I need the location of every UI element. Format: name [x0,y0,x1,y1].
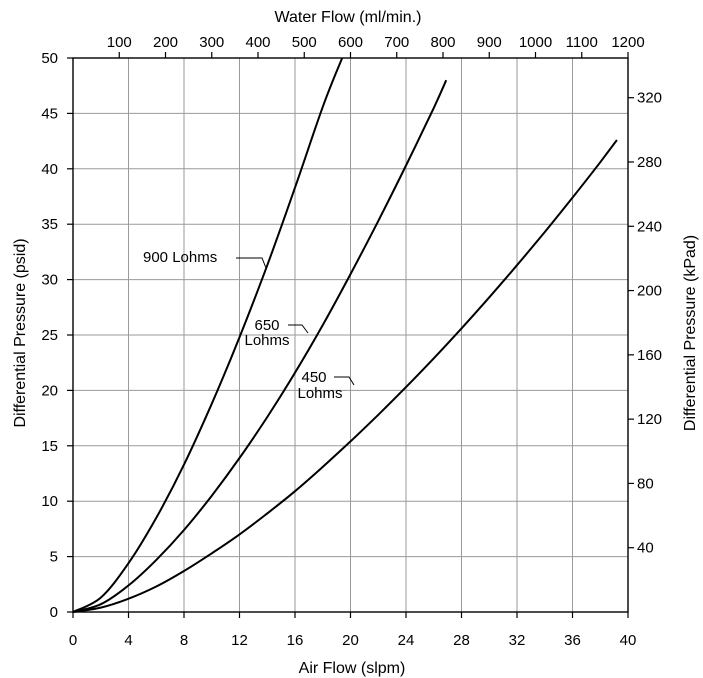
x2-tick-label: 100 [107,34,132,51]
y2-tick-label: 160 [637,347,662,364]
x-tick-label: 40 [620,632,637,649]
x-tick-label: 0 [69,632,77,649]
y2-tick-label: 200 [637,283,662,300]
y-axis-ticks: 0 5 10 15 20 25 30 35 40 45 50 [41,50,73,621]
x-tick-label: 24 [398,632,415,649]
label-900-lohms: 900 Lohms [143,249,217,266]
y-tick-label: 10 [41,493,58,510]
x2-tick-label: 900 [477,34,502,51]
y2-axis-ticks: 40 80 120 160 200 240 280 320 [628,90,662,557]
label-450-lohms: 450 [301,369,326,386]
x2-tick-label: 400 [245,34,270,51]
x2-tick-label: 800 [430,34,455,51]
label-450-lohms: Lohms [297,385,342,402]
y-tick-label: 45 [41,105,58,122]
x-tick-label: 36 [564,632,581,649]
x-tick-label: 16 [287,632,304,649]
x2-tick-label: 700 [384,34,409,51]
label-650-lohms: 650 [254,317,279,334]
y2-tick-label: 320 [637,90,662,107]
y-tick-label: 30 [41,272,58,289]
y-tick-label: 25 [41,327,58,344]
y2-tick-label: 40 [637,540,654,557]
x-tick-label: 8 [180,632,188,649]
leader-line-900-lohms [236,257,267,269]
x-axis-label: Air Flow (slpm) [299,660,406,677]
x-axis-ticks: 0 4 8 12 16 20 24 28 32 36 40 [69,612,637,649]
x2-tick-label: 300 [199,34,224,51]
curve-900-lohms [72,57,344,613]
curve-450-lohms [72,139,618,613]
label-650-lohms: Lohms [244,332,289,349]
y-tick-label: 0 [50,604,58,621]
y-tick-label: 50 [41,50,58,67]
x2-tick-label: 1000 [519,34,552,51]
y2-tick-label: 80 [637,475,654,492]
y2-tick-label: 120 [637,411,662,428]
grid-lines [73,58,628,612]
y-axis-label: Differential Pressure (psid) [12,238,29,427]
x2-tick-label: 1200 [611,34,644,51]
x-tick-label: 12 [231,632,248,649]
y-tick-label: 5 [50,549,58,566]
x-tick-label: 20 [342,632,359,649]
y-tick-label: 40 [41,161,58,178]
x2-tick-label: 200 [153,34,178,51]
x2-tick-label: 1100 [566,34,598,51]
x2-axis-ticks: 100 200 300 400 500 600 700 800 900 1000 1100 1200 [107,34,645,58]
y-tick-label: 35 [41,216,58,233]
x-tick-label: 32 [509,632,526,649]
series-curves [72,57,618,613]
x-tick-label: 28 [453,632,470,649]
x2-tick-label: 600 [338,34,363,51]
x2-axis-label: Water Flow (ml/min.) [275,9,422,26]
x2-tick-label: 500 [292,34,317,51]
y-tick-label: 15 [41,438,58,455]
leader-line-450-lohms [334,376,355,386]
y-tick-label: 20 [41,382,58,399]
curve-650-lohms [72,79,448,613]
leader-line-650-lohms [288,324,309,334]
x-tick-label: 4 [124,632,132,649]
y2-tick-label: 240 [637,218,662,235]
y2-axis-label: Differential Pressure (kPad) [682,235,699,431]
y2-tick-label: 280 [637,154,662,171]
